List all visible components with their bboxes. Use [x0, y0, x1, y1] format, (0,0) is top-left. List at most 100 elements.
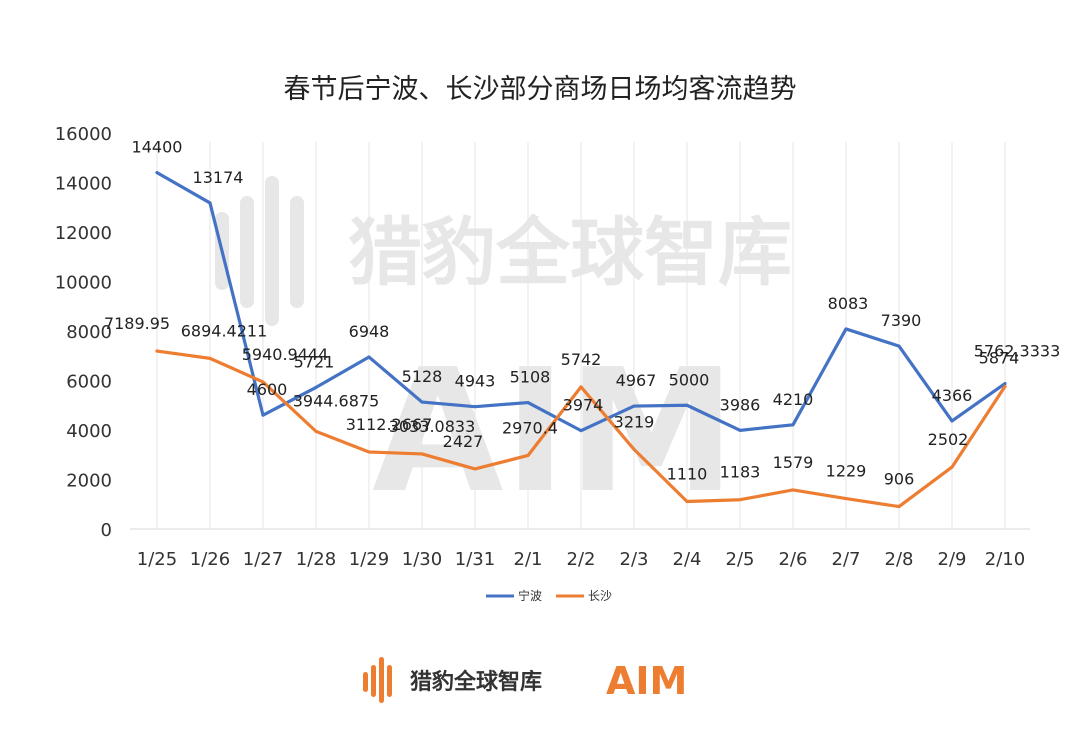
watermark-aim-text: AIM — [372, 333, 736, 531]
data-point — [367, 355, 371, 359]
data-label: 13174 — [193, 168, 244, 187]
y-tick-label: 12000 — [55, 223, 112, 244]
data-label: 7390 — [881, 311, 922, 330]
y-tick-label: 16000 — [55, 124, 112, 145]
x-tick-label: 1/27 — [243, 549, 283, 570]
data-label: 3986 — [720, 395, 761, 414]
data-label: 3033.0833 — [389, 417, 476, 436]
watermark-logo-icon — [215, 176, 304, 326]
y-tick-label: 6000 — [66, 372, 112, 393]
data-point — [261, 413, 265, 417]
footer-logo-icon — [363, 657, 392, 703]
data-point — [526, 401, 530, 405]
watermark-brand-text: 猎豹全球智库 — [348, 210, 792, 296]
legend: 宁波 长沙 — [486, 588, 612, 603]
data-label: 5742 — [561, 350, 602, 369]
data-label: 4967 — [616, 371, 657, 390]
data-point — [420, 400, 424, 404]
data-label: 2502 — [928, 430, 969, 449]
data-point — [526, 453, 530, 457]
data-point — [208, 201, 212, 205]
x-tick-label: 2/5 — [726, 549, 755, 570]
data-label: 5940.9444 — [242, 345, 329, 364]
data-label: 3944.6875 — [293, 391, 380, 410]
data-point — [897, 505, 901, 509]
x-tick-label: 2/7 — [832, 549, 861, 570]
x-tick-label: 2/2 — [567, 549, 596, 570]
data-label: 5874 — [979, 349, 1020, 368]
data-point — [579, 385, 583, 389]
data-point — [155, 171, 159, 175]
data-labels-layer: 14400 13174 4600 5721 6948 5128 4943 5108 3974 49… — [104, 138, 1060, 489]
data-label: 4600 — [247, 380, 288, 399]
footer-aim-logo: AIM — [606, 659, 687, 703]
data-label: 5108 — [510, 368, 551, 387]
data-label: 5000 — [669, 370, 710, 389]
data-point — [632, 447, 636, 451]
data-point — [314, 429, 318, 433]
data-point — [685, 403, 689, 407]
x-tick-label: 2/9 — [938, 549, 967, 570]
data-point — [367, 450, 371, 454]
data-point — [579, 429, 583, 433]
footer-branding: 猎豹全球智库 AIM — [363, 657, 687, 703]
y-tick-label: 14000 — [55, 174, 112, 195]
data-label: 5128 — [402, 367, 443, 386]
x-tick-label: 1/29 — [349, 549, 389, 570]
data-label: 8083 — [828, 294, 869, 313]
axes: 0 2000 4000 6000 8000 10000 12000 14000 16000 1/2… — [55, 124, 1030, 570]
series-layer — [155, 171, 1007, 509]
x-tick-label: 2/10 — [985, 549, 1025, 570]
x-tick-label: 1/31 — [455, 549, 495, 570]
data-label: 14400 — [132, 138, 183, 157]
data-point — [632, 404, 636, 408]
data-label: 4210 — [773, 390, 814, 409]
data-label: 1110 — [667, 465, 708, 484]
data-point — [738, 428, 742, 432]
footer-brand-text: 猎豹全球智库 — [410, 669, 542, 695]
y-tick-label: 2000 — [66, 471, 112, 492]
x-tick-label: 1/26 — [190, 549, 230, 570]
x-tick-label: 1/30 — [402, 549, 442, 570]
y-tick-label: 10000 — [55, 273, 112, 294]
data-point — [950, 465, 954, 469]
data-point — [844, 497, 848, 501]
data-label: 1579 — [773, 453, 814, 472]
data-label: 1183 — [720, 463, 761, 482]
watermark: 猎豹全球智库 AIM — [215, 176, 792, 531]
data-point — [261, 380, 265, 384]
y-tick-label: 4000 — [66, 421, 112, 442]
data-label: 6948 — [349, 322, 390, 341]
data-point — [844, 327, 848, 331]
data-point — [473, 405, 477, 409]
x-tick-label: 2/3 — [620, 549, 649, 570]
data-label: 4366 — [932, 386, 973, 405]
data-point — [420, 452, 424, 456]
data-point — [1003, 382, 1007, 386]
data-label: 3974 — [563, 396, 604, 415]
x-tick-label: 1/25 — [137, 549, 177, 570]
data-label: 5762.3333 — [974, 341, 1061, 360]
data-point — [1003, 384, 1007, 388]
data-label: 5721 — [294, 352, 335, 371]
data-label: 4943 — [455, 372, 496, 391]
data-point — [950, 419, 954, 423]
data-point — [473, 467, 477, 471]
data-point — [897, 344, 901, 348]
data-point — [791, 423, 795, 427]
data-label: 2970.4 — [502, 418, 558, 437]
data-point — [155, 349, 159, 353]
data-label: 2427 — [443, 432, 484, 451]
x-tick-label: 2/8 — [885, 549, 914, 570]
legend-label: 长沙 — [588, 589, 612, 603]
x-tick-label: 2/6 — [779, 549, 808, 570]
data-point — [738, 498, 742, 502]
data-label: 7189.95 — [104, 314, 170, 333]
data-label: 3219 — [614, 412, 655, 431]
y-tick-label: 0 — [101, 520, 112, 541]
data-point — [208, 356, 212, 360]
data-point — [791, 488, 795, 492]
x-tick-label: 2/4 — [673, 549, 702, 570]
